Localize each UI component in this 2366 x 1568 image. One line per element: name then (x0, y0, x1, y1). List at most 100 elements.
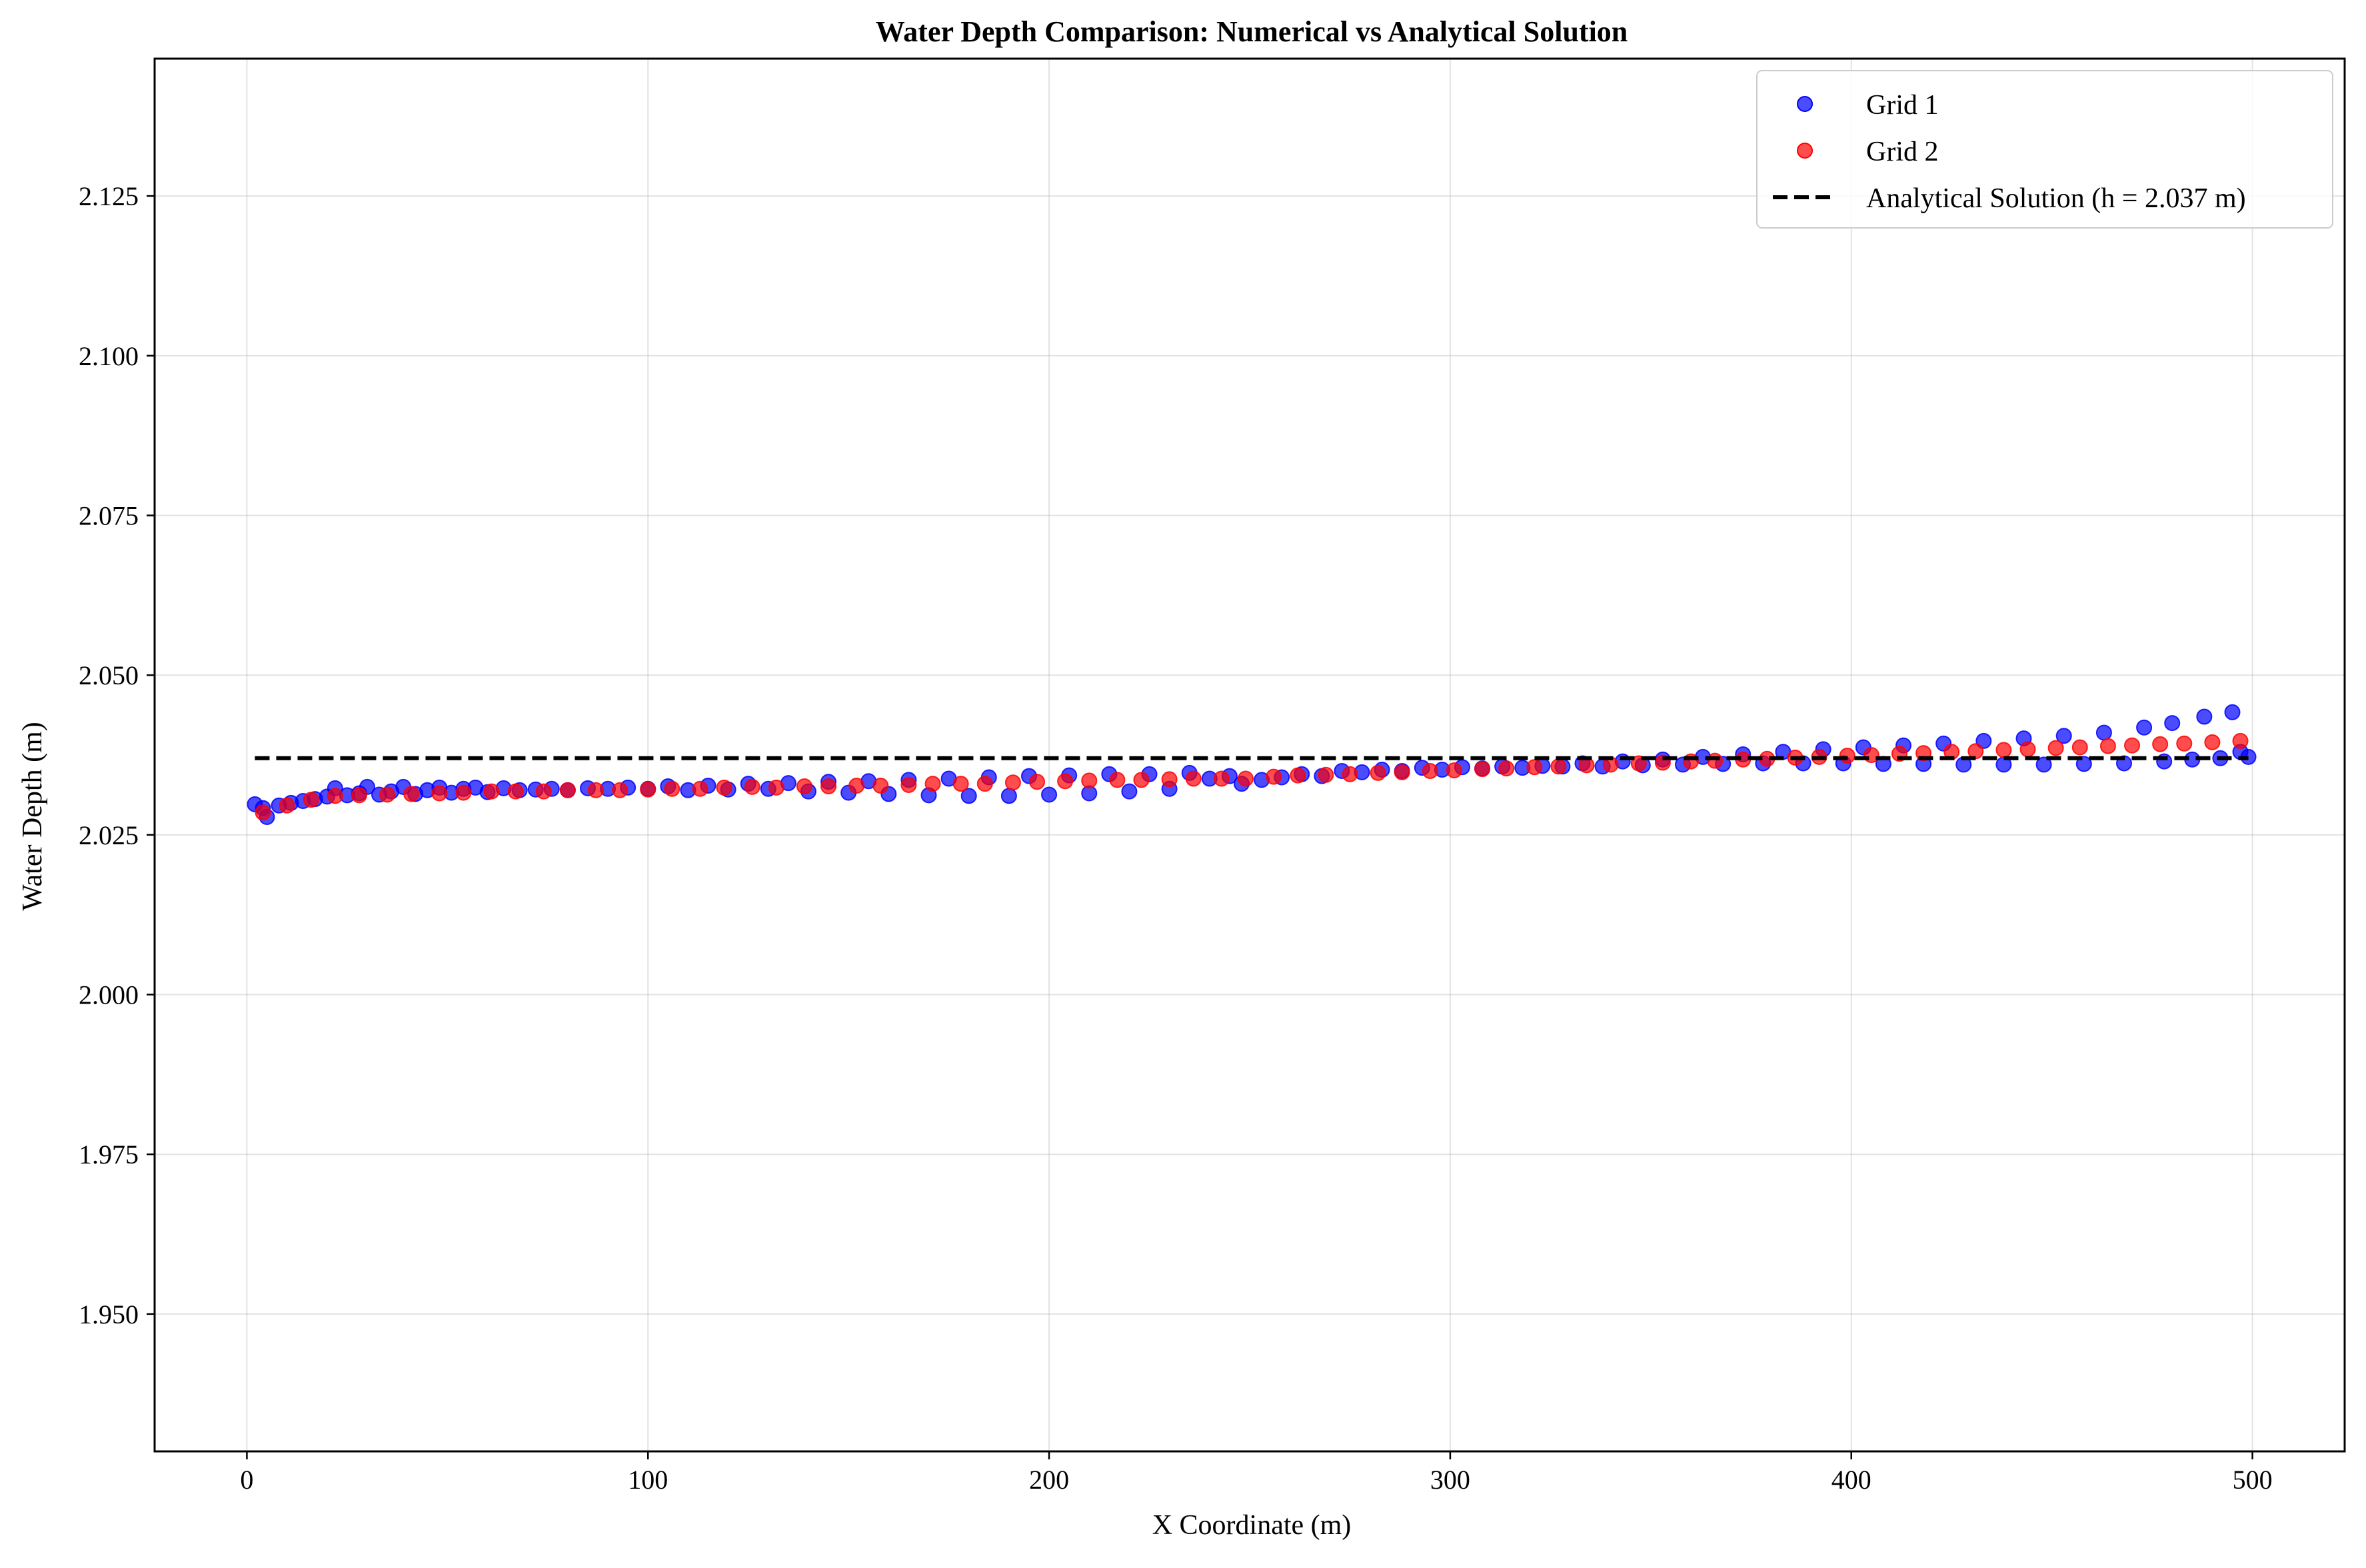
plot-data (247, 704, 2257, 825)
data-point (1446, 762, 1462, 779)
data-point (744, 778, 760, 795)
series-1 (255, 732, 2249, 821)
data-point (2071, 739, 2088, 756)
data-point (1185, 770, 1202, 787)
data-point (483, 783, 500, 800)
data-point (1213, 770, 1230, 787)
data-point (716, 779, 732, 796)
data-point (2019, 741, 2036, 758)
data-point (2232, 732, 2249, 749)
legend-marker (1797, 143, 1813, 159)
data-point (1995, 742, 2012, 758)
data-point (960, 788, 977, 804)
data-point (1526, 759, 1543, 776)
data-point (2047, 740, 2064, 756)
legend: Grid 1 Grid 2 Analytical Solution (h = 2.0… (1756, 70, 2333, 229)
data-point (952, 776, 969, 792)
data-point (1422, 762, 1438, 779)
data-point (1004, 774, 1021, 791)
data-point (2224, 704, 2241, 720)
y-axis-label: Water Depth (m) (17, 722, 48, 911)
data-point (2176, 735, 2193, 752)
data-point (1121, 783, 1138, 800)
y-tick-label: 2.075 (79, 500, 139, 530)
data-point (1081, 772, 1098, 789)
axis-ticks: 0 100 200 300 400 500 1.950 1.975 2.000 2.025 2.05… (79, 181, 2273, 1495)
legend-label: Grid 1 (1866, 90, 1939, 121)
data-point (431, 785, 448, 802)
data-point (535, 783, 552, 800)
data-point (2124, 737, 2141, 754)
data-point (255, 804, 271, 821)
y-tick-label: 2.125 (79, 181, 139, 211)
data-point (1474, 761, 1491, 778)
data-point (820, 778, 837, 794)
data-point (1266, 768, 1282, 785)
plot-frame (153, 57, 2346, 1453)
x-tick-label: 0 (240, 1465, 253, 1495)
y-tick-label: 1.975 (79, 1140, 139, 1170)
data-point (403, 786, 420, 802)
data-point (1161, 771, 1178, 788)
data-point (1029, 774, 1046, 790)
data-point (924, 776, 941, 792)
data-point (1290, 767, 1306, 784)
x-tick-label: 200 (1029, 1465, 1069, 1495)
data-point (2196, 708, 2213, 725)
data-point (1550, 758, 1567, 775)
data-point (768, 779, 784, 796)
data-point (303, 792, 319, 808)
chart-title: Water Depth Comparison: Numerical vs Ana… (876, 15, 1628, 48)
data-point (872, 778, 889, 794)
data-point (351, 787, 367, 804)
data-point (455, 784, 472, 801)
data-point (1237, 770, 1254, 787)
data-point (1394, 764, 1410, 780)
y-tick-label: 2.050 (79, 660, 139, 690)
data-point (2035, 756, 2052, 773)
data-point (1498, 760, 1515, 777)
y-tick-label: 2.025 (79, 820, 139, 850)
data-point (1839, 747, 1855, 764)
data-point (796, 778, 812, 794)
legend-label: Grid 2 (1866, 137, 1939, 167)
x-tick-label: 400 (1831, 1465, 1871, 1495)
data-point (327, 788, 343, 804)
data-point (900, 777, 917, 794)
data-point (1370, 764, 1386, 781)
data-point (2136, 719, 2153, 736)
data-point (279, 797, 295, 814)
legend-marker (1797, 96, 1813, 112)
y-tick-label: 2.000 (79, 980, 139, 1010)
data-point (2152, 736, 2169, 752)
data-point (664, 780, 680, 797)
data-point (379, 786, 396, 803)
data-point (1109, 772, 1126, 788)
data-point (1133, 772, 1150, 788)
legend-box (1756, 70, 2333, 229)
data-point (1057, 773, 1074, 790)
y-tick-label: 2.100 (79, 341, 139, 371)
data-point (588, 782, 604, 798)
data-point (2055, 728, 2072, 744)
data-point (692, 780, 708, 797)
data-point (1342, 766, 1358, 782)
data-point (2095, 724, 2112, 741)
data-point (2164, 715, 2181, 732)
data-point (2204, 734, 2221, 750)
data-point (1318, 766, 1334, 783)
data-point (976, 776, 993, 792)
data-point (1000, 788, 1017, 804)
data-point (2075, 756, 2092, 772)
data-point (640, 781, 656, 798)
data-point (507, 783, 524, 800)
x-tick-label: 100 (628, 1465, 668, 1495)
x-tick-label: 500 (2233, 1465, 2273, 1495)
data-point (848, 778, 865, 794)
x-tick-label: 300 (1430, 1465, 1470, 1495)
legend-label: Analytical Solution (h = 2.037 m) (1866, 183, 2246, 214)
y-tick-label: 1.950 (79, 1299, 139, 1329)
